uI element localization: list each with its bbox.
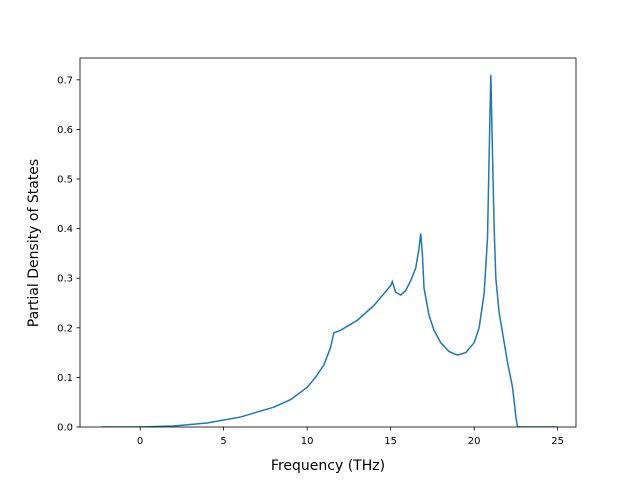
y-tick-label: 0.1 (57, 373, 73, 384)
x-tick-label: 20 (468, 436, 481, 447)
x-tick-label: 0 (137, 436, 143, 447)
x-tick-label: 5 (220, 436, 226, 447)
x-tick-label: 25 (551, 436, 564, 447)
y-tick-label: 0.5 (57, 175, 73, 186)
x-axis-label: Frequency (THz) (271, 458, 385, 474)
x-tick-label: 10 (301, 436, 314, 447)
y-tick-label: 0.0 (57, 423, 73, 434)
line (101, 74, 558, 427)
y-tick-label: 0.7 (57, 75, 73, 86)
y-tick-label: 0.2 (57, 323, 73, 334)
y-tick-label: 0.6 (57, 125, 73, 136)
x-tick-label: 15 (384, 436, 397, 447)
y-axis-label: Partial Density of States (26, 159, 42, 327)
y-tick-label: 0.4 (57, 224, 73, 235)
y-tick-label: 0.3 (57, 274, 73, 285)
plot-frame (79, 57, 577, 428)
